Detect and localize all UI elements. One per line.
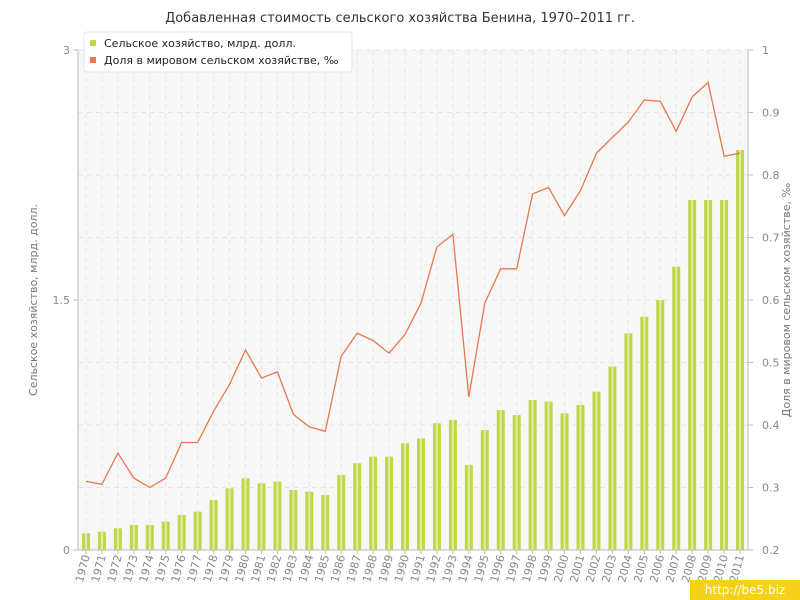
legend-label: Доля в мировом сельском хозяйстве, ‰ (104, 54, 339, 67)
bar-highlight (643, 316, 646, 550)
bar-highlight (531, 400, 534, 550)
bar-highlight (308, 491, 311, 550)
bar-highlight (196, 511, 199, 550)
bar-highlight (611, 366, 614, 550)
y-left-tick-label: 0 (63, 544, 70, 557)
bar-highlight (595, 391, 598, 550)
bar-highlight (515, 415, 518, 550)
bar-highlight (180, 515, 183, 550)
bar-highlight (627, 333, 630, 550)
bar-highlight (691, 200, 694, 550)
y-left-tick-label: 1.5 (53, 294, 71, 307)
legend-swatch (90, 40, 96, 46)
bar-highlight (435, 423, 438, 550)
bar-series (81, 150, 745, 550)
y-left-tick-label: 3 (63, 44, 70, 57)
bar-highlight (340, 475, 343, 550)
bar-highlight (723, 200, 726, 550)
bar-highlight (388, 456, 391, 550)
bar-highlight (228, 488, 231, 550)
bar-highlight (499, 410, 502, 550)
bar-highlight (260, 483, 263, 550)
bar-highlight (84, 533, 87, 550)
legend-swatch (90, 57, 96, 63)
bar-highlight (276, 481, 279, 550)
bar-highlight (675, 266, 678, 550)
bar-highlight (707, 200, 710, 550)
y-axis-left-label: Сельское хозяйство, млрд. долл. (27, 204, 40, 396)
bar-highlight (100, 531, 103, 550)
line-path (85, 81, 741, 489)
y-right-tick-label: 0.9 (762, 107, 780, 120)
chart-title: Добавленная стоимость сельского хозяйств… (165, 11, 635, 26)
bar-highlight (164, 521, 167, 550)
bar-highlight (132, 525, 135, 550)
bar-highlight (547, 401, 550, 550)
y-right-tick-label: 0.4 (762, 419, 780, 432)
y-right-tick-label: 0.2 (762, 544, 780, 557)
watermark-link[interactable]: http://be5.biz (690, 580, 800, 600)
bar-highlight (372, 456, 375, 550)
bar-highlight (292, 490, 295, 550)
bar-highlight (579, 405, 582, 550)
bar-highlight (659, 300, 662, 550)
y-right-tick-label: 0.7 (762, 232, 780, 245)
legend-box (83, 31, 353, 73)
bar-highlight (739, 150, 742, 550)
legend-label: Сельское хозяйство, млрд. долл. (104, 37, 296, 50)
y-right-tick-label: 0.8 (762, 169, 780, 182)
y-axis-right-label: Доля в мировом сельском хозяйстве, ‰ (780, 183, 793, 418)
y-right-tick-label: 0.5 (762, 357, 780, 370)
bar-highlight (563, 413, 566, 550)
legend: Сельское хозяйство, млрд. долл. Доля в ми… (83, 31, 353, 73)
bar-highlight (404, 443, 407, 550)
bar-highlight (419, 438, 422, 550)
bar-highlight (116, 528, 119, 550)
bar-highlight (451, 420, 454, 550)
bar-highlight (212, 500, 215, 550)
bar-highlight (483, 430, 486, 550)
y-right-tick-label: 0.3 (762, 482, 780, 495)
bar-highlight (324, 495, 327, 550)
y-right-tick-label: 0.6 (762, 294, 780, 307)
bar-highlight (148, 525, 151, 550)
line-series (85, 81, 741, 489)
bar-highlight (356, 463, 359, 550)
y-right-tick-label: 1 (762, 44, 769, 57)
bar-highlight (244, 478, 247, 550)
bar-highlight (467, 465, 470, 550)
